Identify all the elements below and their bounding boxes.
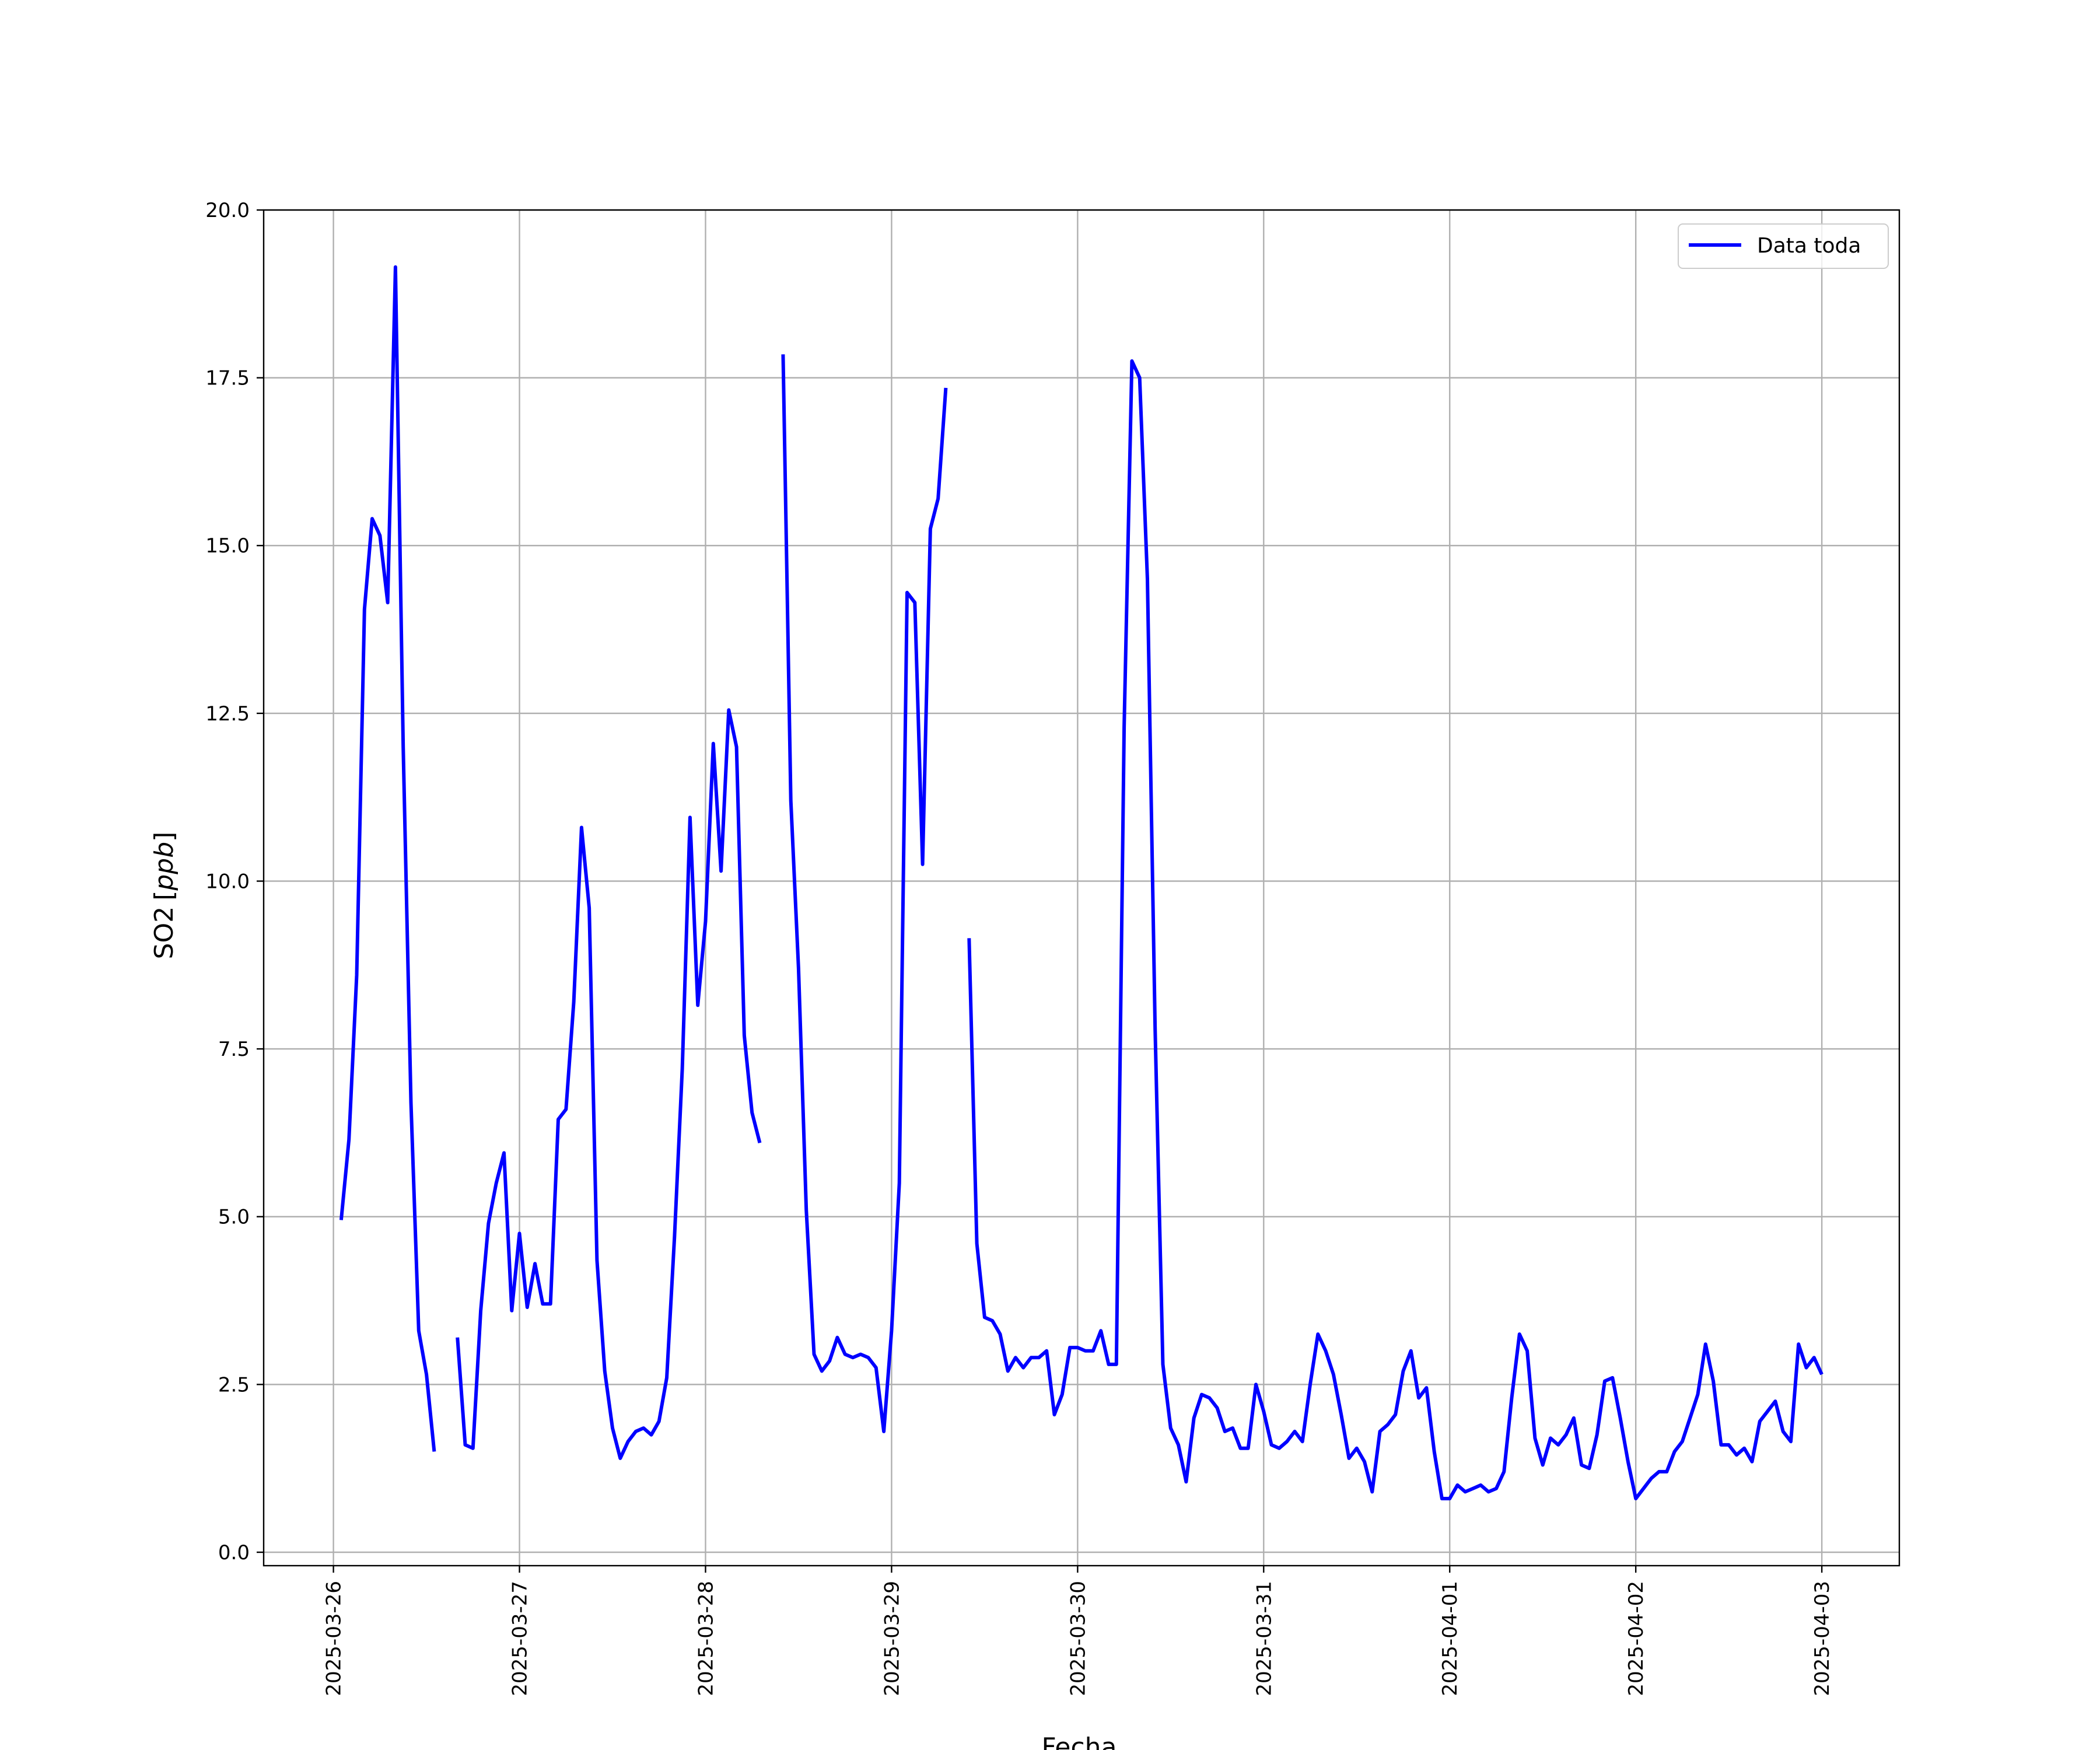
- series-segment: [967, 359, 1824, 1500]
- y-tick-label: 7.5: [218, 1038, 250, 1061]
- y-tick-label: 17.5: [205, 367, 250, 390]
- y-tick-label: 0.0: [218, 1541, 250, 1564]
- y-tick-label: 5.0: [218, 1206, 250, 1229]
- series-segment: [456, 708, 762, 1460]
- y-tick-label: 20.0: [205, 199, 250, 222]
- x-tick-label: 2025-03-26: [323, 1581, 346, 1696]
- x-tick-label: 2025-04-01: [1438, 1581, 1462, 1696]
- legend-label-data-toda: Data toda: [1757, 234, 1861, 258]
- series-line-data-toda: [339, 265, 1824, 1500]
- x-tick-label: 2025-03-31: [1252, 1581, 1276, 1696]
- x-tick-label: 2025-03-27: [509, 1581, 532, 1696]
- y-tick-label: 10.0: [205, 870, 250, 893]
- x-tick-label: 2025-03-29: [880, 1581, 904, 1696]
- x-axis-ticks: 2025-03-26 2025-03-27 2025-03-28 2025-03-29…: [323, 1566, 1834, 1696]
- y-axis-label-bracket-close: ]: [149, 832, 179, 842]
- legend-box: [1678, 223, 1889, 269]
- y-axis-label-bracket-open: [: [149, 891, 179, 901]
- y-axis-label: SO2 [ppb]: [149, 832, 179, 960]
- y-axis-ticks: 0.0 2.5 5.0 7.5 10.0 12.5 15.0 17.5 20.0: [205, 199, 264, 1564]
- y-axis-label-unit: ppb: [149, 842, 179, 891]
- x-axis-label: Fecha: [1041, 1732, 1116, 1750]
- y-tick-label: 12.5: [205, 702, 250, 726]
- plot-area-frame: [262, 209, 1901, 1567]
- x-gridlines: [332, 210, 1823, 1566]
- series-segment: [781, 354, 948, 1433]
- y-axis-label-name: SO2: [149, 907, 179, 960]
- y-tick-label: 2.5: [218, 1373, 250, 1396]
- x-tick-label: 2025-04-02: [1625, 1581, 1648, 1696]
- y-tick-label: 15.0: [205, 534, 250, 558]
- series-layer: [339, 265, 1824, 1500]
- legend: Data toda: [1678, 223, 1889, 269]
- x-tick-label: 2025-04-03: [1811, 1581, 1834, 1696]
- x-tick-label: 2025-03-30: [1066, 1581, 1090, 1696]
- series-segment: [339, 265, 436, 1452]
- x-tick-label: 2025-03-28: [694, 1581, 718, 1696]
